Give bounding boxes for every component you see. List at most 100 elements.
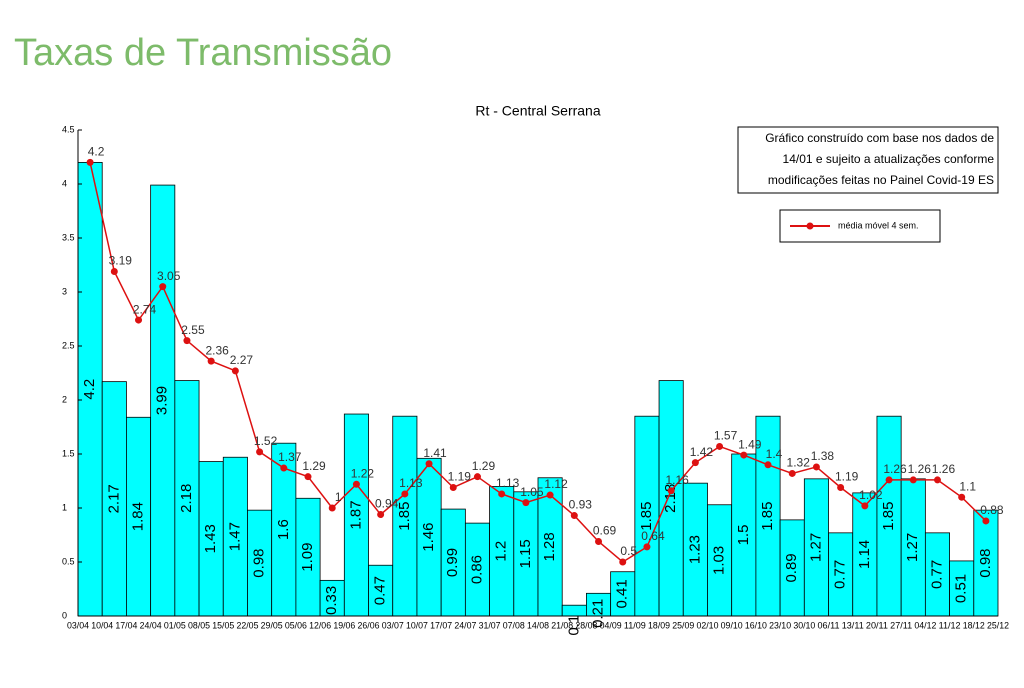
- bar: [852, 492, 878, 617]
- moving-average-point: [425, 460, 433, 468]
- point-label: 1.29: [302, 459, 326, 473]
- bar-value-label: 0.98: [977, 548, 994, 577]
- x-tick-label: 10/07: [406, 620, 428, 630]
- x-tick-label: 18/09: [648, 620, 670, 630]
- point-label: 1.32: [787, 456, 811, 470]
- point-label: 1.29: [472, 459, 496, 473]
- x-tick-label: 07/08: [503, 620, 525, 630]
- x-tick-label: 02/10: [696, 620, 718, 630]
- bar-value-label: 2.18: [178, 484, 195, 513]
- bar: [222, 456, 248, 617]
- bar-value-label: 0.98: [251, 548, 268, 577]
- moving-average-point: [570, 512, 578, 520]
- point-label: 1.49: [738, 437, 762, 451]
- bar: [150, 184, 176, 617]
- x-tick-label: 03/07: [382, 620, 404, 630]
- moving-average-point: [304, 473, 312, 481]
- bar: [489, 485, 515, 617]
- point-label: 1.13: [399, 476, 423, 490]
- bar: [658, 380, 684, 617]
- point-label: 2.27: [230, 353, 254, 367]
- bar: [247, 509, 273, 617]
- point-label: 1: [335, 490, 342, 504]
- x-tick-label: 08/05: [188, 620, 210, 630]
- moving-average-point: [135, 316, 143, 324]
- bar-value-label: 1.85: [759, 501, 776, 530]
- note-line: Gráfico construído com base nos dados de: [765, 131, 994, 145]
- bar-value-label: 1.15: [517, 539, 534, 568]
- moving-average-point: [619, 558, 627, 566]
- point-label: 1.41: [423, 446, 447, 460]
- bar: [828, 532, 854, 617]
- bar-value-label: 0.77: [832, 560, 849, 589]
- bar-value-label: 1.2: [493, 541, 510, 562]
- bar: [949, 560, 975, 617]
- bar-value-label: 0.33: [323, 586, 340, 615]
- bar-value-label: 3.99: [154, 386, 171, 415]
- x-tick-label: 04/12: [914, 620, 936, 630]
- x-tick-label: 17/04: [115, 620, 137, 630]
- x-tick-label: 28/08: [575, 620, 597, 630]
- moving-average-point: [473, 473, 481, 481]
- bar-value-label: 1.6: [275, 519, 292, 540]
- bar-value-label: 1.87: [347, 500, 364, 529]
- bar: [537, 477, 563, 617]
- point-label: 3.19: [109, 254, 133, 268]
- x-tick-label: 12/06: [309, 620, 331, 630]
- y-tick-label: 0: [62, 610, 67, 620]
- bar-value-label: 1.84: [129, 502, 146, 531]
- moving-average-point: [740, 451, 748, 459]
- bar-value-label: 0.86: [468, 555, 485, 584]
- moving-average-point: [909, 476, 917, 484]
- y-tick-label: 2.5: [62, 340, 75, 350]
- bar-value-label: 1.14: [856, 540, 873, 569]
- moving-average-point: [86, 158, 94, 166]
- point-label: 1.42: [690, 445, 714, 459]
- y-tick-label: 2: [62, 394, 67, 404]
- legend-label: média móvel 4 sem.: [838, 220, 919, 230]
- y-tick-label: 1.5: [62, 448, 75, 458]
- x-tick-label: 25/09: [672, 620, 694, 630]
- bar-value-label: 0.77: [928, 560, 945, 589]
- bar: [101, 381, 127, 617]
- x-tick-label: 31/07: [479, 620, 501, 630]
- moving-average-point: [352, 480, 360, 488]
- x-tick-label: 10/04: [91, 620, 113, 630]
- moving-average-point: [667, 487, 675, 495]
- point-label: 4.2: [88, 145, 105, 159]
- point-label: 1.13: [496, 476, 520, 490]
- bar-value-label: 1.28: [541, 532, 558, 561]
- bar-value-label: 1.03: [711, 546, 728, 575]
- bar-value-label: 1.09: [299, 543, 316, 572]
- x-tick-label: 29/05: [261, 620, 283, 630]
- moving-average-point: [885, 476, 893, 484]
- moving-average-point: [449, 483, 457, 491]
- point-label: 0.5: [620, 544, 637, 558]
- moving-average-point: [861, 502, 869, 510]
- moving-average-point: [280, 464, 288, 472]
- x-tick-label: 04/09: [600, 620, 622, 630]
- bar-value-label: 4.2: [81, 379, 98, 400]
- chart-title: Rt - Central Serrana: [475, 103, 600, 119]
- note-line: modificações feitas no Painel Covid-19 E…: [768, 173, 994, 187]
- y-tick-label: 3.5: [62, 232, 75, 242]
- point-label: 1.12: [544, 477, 568, 491]
- bar-value-label: 1.85: [638, 501, 655, 530]
- point-label: 1.19: [448, 470, 472, 484]
- x-tick-label: 25/12: [987, 620, 1009, 630]
- bar: [610, 571, 636, 617]
- point-label: 2.36: [205, 343, 229, 357]
- x-tick-label: 21/08: [551, 620, 573, 630]
- bar: [440, 508, 466, 617]
- moving-average-point: [377, 510, 385, 518]
- x-tick-label: 03/04: [67, 620, 89, 630]
- bar: [682, 482, 708, 617]
- x-tick-label: 11/12: [939, 620, 961, 630]
- x-tick-label: 14/08: [527, 620, 549, 630]
- y-tick-label: 1: [62, 502, 67, 512]
- bar: [561, 604, 587, 617]
- bar: [924, 532, 950, 617]
- moving-average-point: [256, 448, 264, 456]
- point-label: 1.26: [883, 462, 907, 476]
